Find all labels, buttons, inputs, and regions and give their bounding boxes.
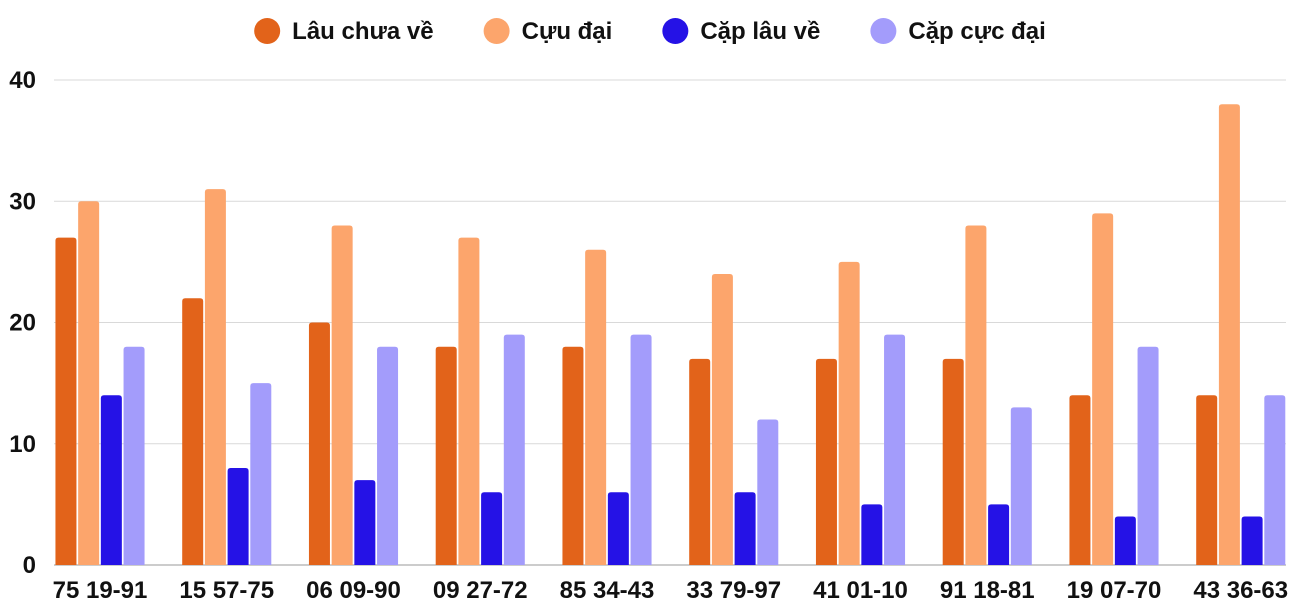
- bar: [607, 492, 629, 565]
- bar: [1241, 516, 1263, 565]
- bar: [331, 225, 353, 565]
- legend-swatch: [254, 18, 281, 44]
- bar: [1092, 213, 1114, 565]
- x-tick-label: 15 57-75: [179, 577, 274, 600]
- bar: [942, 358, 964, 565]
- bar: [123, 346, 145, 565]
- x-tick-label: 85 34-43: [560, 577, 655, 600]
- legend: Lâu chưa về Cựu đại Cặp lâu về Cặp cực đại: [254, 18, 1046, 45]
- bar: [1264, 395, 1286, 565]
- x-tick-label: 06 09-90: [306, 577, 401, 600]
- bar: [55, 237, 77, 565]
- bar: [965, 225, 987, 565]
- y-tick-label: 40: [9, 67, 36, 94]
- legend-label: Cặp cực đại: [908, 18, 1045, 45]
- bar: [503, 334, 525, 565]
- bar: [250, 383, 272, 565]
- bar: [1137, 346, 1159, 565]
- bar: [711, 274, 733, 565]
- bar: [757, 419, 779, 565]
- bar: [988, 504, 1010, 565]
- bar: [689, 358, 711, 565]
- bar: [815, 358, 837, 565]
- legend-swatch: [870, 18, 897, 44]
- bar: [78, 201, 100, 565]
- x-tick-label: 09 27-72: [433, 577, 528, 600]
- bar: [227, 468, 249, 565]
- y-tick-label: 0: [23, 552, 36, 579]
- bar: [630, 334, 652, 565]
- bar: [1069, 395, 1091, 565]
- bar: [354, 480, 376, 565]
- bar: [377, 346, 399, 565]
- x-tick-label: 19 07-70: [1067, 577, 1162, 600]
- x-tick-label: 43 36-63: [1193, 577, 1288, 600]
- bar: [1218, 104, 1240, 565]
- x-axis-ticks: 75 19-91 15 57-75 06 09-90 09 27-72 85 34-43…: [53, 577, 1289, 600]
- bar: [1114, 516, 1136, 565]
- bar: [435, 346, 457, 565]
- bar: [204, 189, 226, 565]
- legend-label: Lâu chưa về: [292, 18, 433, 45]
- y-tick-label: 10: [9, 431, 36, 458]
- bar: [481, 492, 503, 565]
- x-tick-label: 75 19-91: [53, 577, 148, 600]
- bar: [884, 334, 906, 565]
- bar: [308, 322, 330, 565]
- x-tick-label: 91 18-81: [940, 577, 1035, 600]
- bar: [458, 237, 480, 565]
- bar: [585, 249, 607, 565]
- bar: [838, 261, 860, 565]
- y-axis-ticks: 0 10 20 30 40: [9, 67, 36, 579]
- legend-label: Cặp lâu về: [700, 18, 820, 45]
- legend-label: Cựu đại: [522, 18, 613, 45]
- legend-swatch: [483, 18, 510, 44]
- bar: [562, 346, 584, 565]
- legend-swatch: [662, 18, 689, 44]
- y-tick-label: 20: [9, 310, 36, 337]
- x-tick-label: 33 79-97: [686, 577, 781, 600]
- y-tick-label: 30: [9, 188, 36, 215]
- bar: [861, 504, 883, 565]
- bar: [1196, 395, 1218, 565]
- bar: [182, 298, 204, 565]
- bar: [1010, 407, 1032, 565]
- bars: [55, 104, 1286, 565]
- x-tick-label: 41 01-10: [813, 577, 908, 600]
- bar: [734, 492, 756, 565]
- bar: [100, 395, 122, 565]
